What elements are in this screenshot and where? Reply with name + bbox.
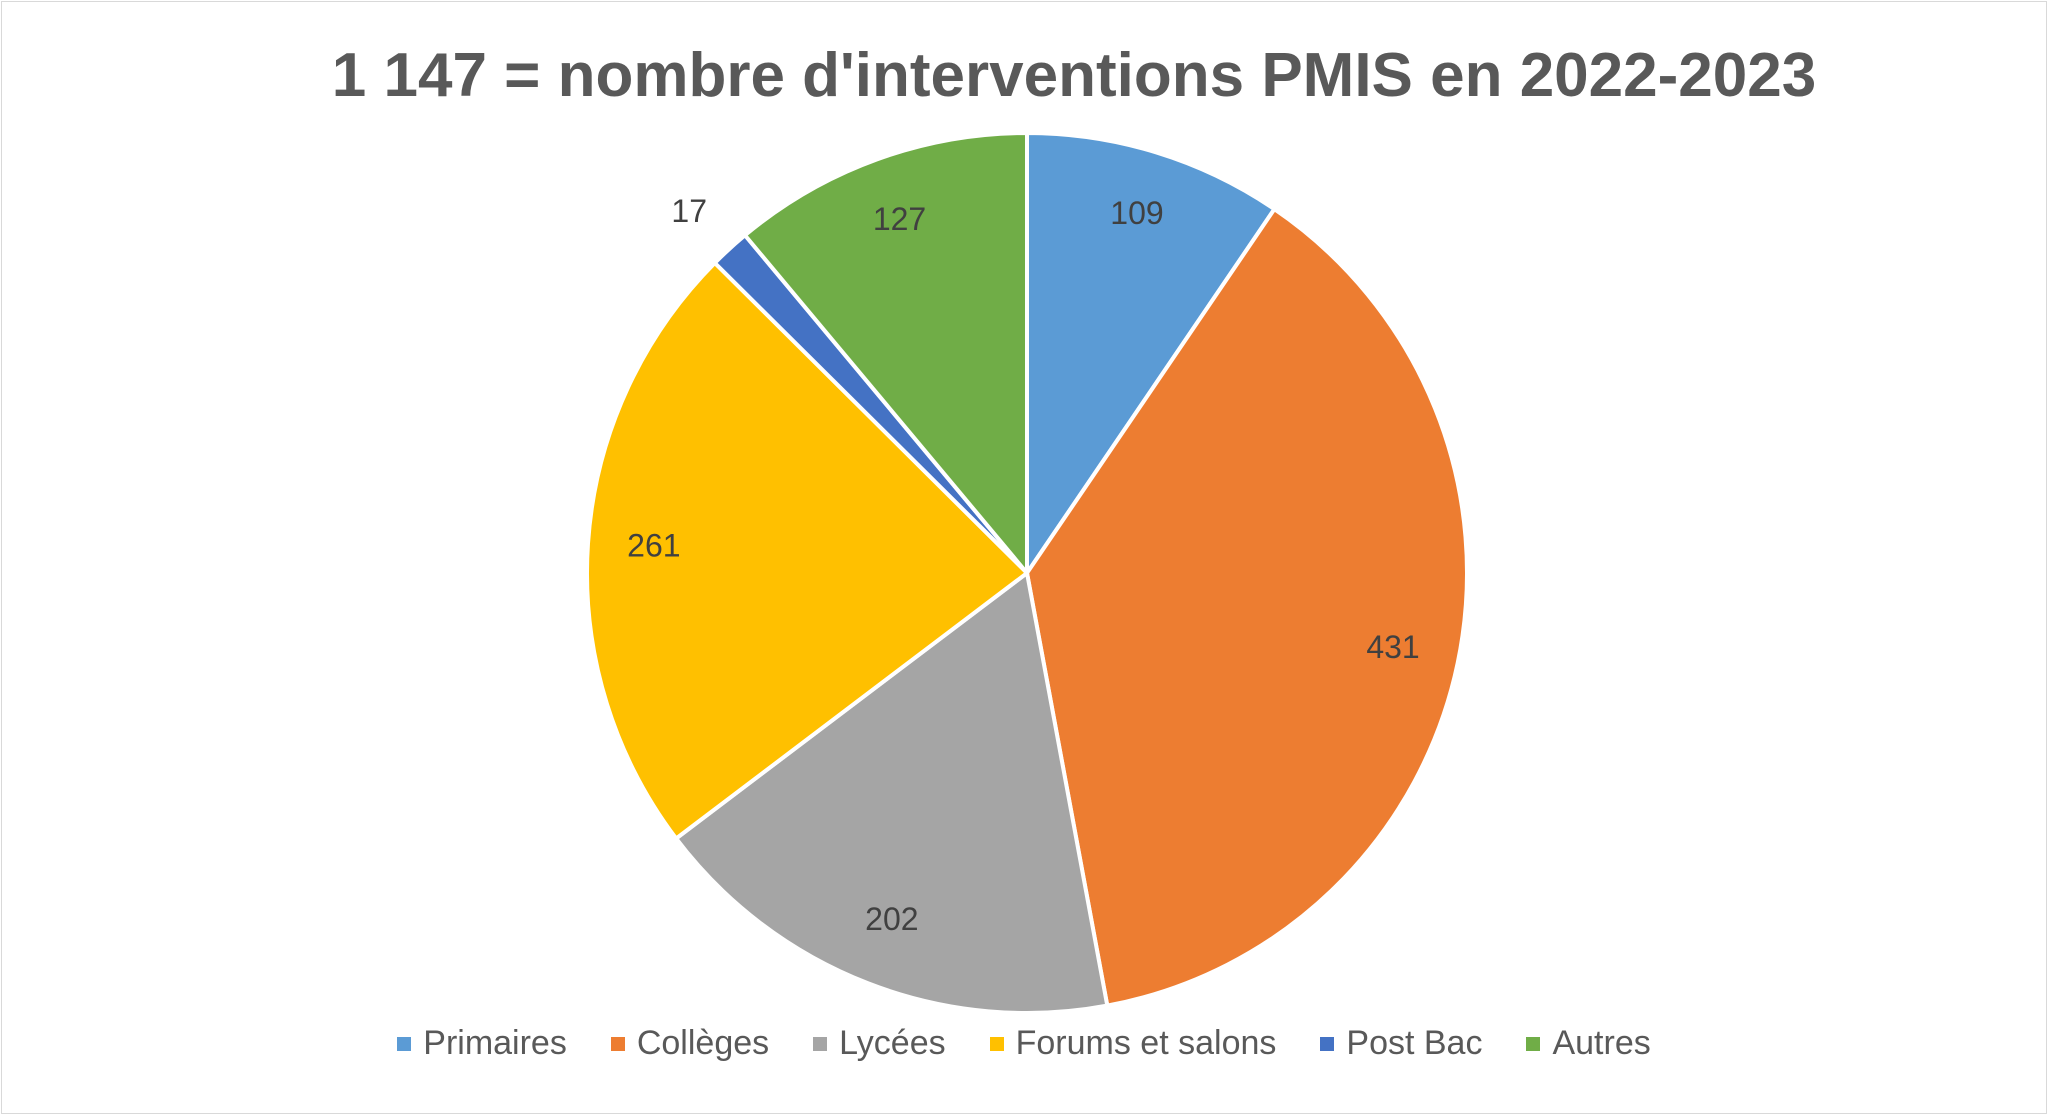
legend-item-coll-ges: Collèges bbox=[610, 1024, 770, 1063]
legend-label-lyc-es: Lycées bbox=[839, 1024, 946, 1062]
data-labels: 109 431 202 261 17 127 bbox=[627, 193, 1420, 937]
pie-slice-lyc-es bbox=[674, 571, 1110, 1015]
legend-swatch-coll-ges bbox=[610, 1036, 625, 1051]
legend-label-coll-ges: Collèges bbox=[636, 1024, 770, 1062]
pie-slice-autres bbox=[742, 131, 1029, 575]
chart-title: 1 147 = nombre d'interventions PMIS en 2… bbox=[331, 41, 1817, 110]
legend-swatch-lyc-es bbox=[813, 1036, 828, 1051]
legend-label-autres: Autres bbox=[1552, 1024, 1651, 1062]
data-label-forums-et-salons: 261 bbox=[627, 527, 680, 563]
legend-label-forums-et-salons: Forums et salons bbox=[1015, 1024, 1277, 1062]
legend-swatch-autres bbox=[1526, 1036, 1541, 1051]
data-label-lyc-es: 202 bbox=[865, 901, 918, 937]
legend-label-post-bac: Post Bac bbox=[1346, 1024, 1483, 1062]
data-label-primaires: 109 bbox=[1110, 195, 1163, 231]
chart-legend: Primaires Collèges Lycées Forums et salons P… bbox=[0, 1024, 2048, 1063]
pie-slice-primaires bbox=[1025, 131, 1277, 575]
legend-swatch-post-bac bbox=[1320, 1036, 1335, 1051]
legend-label-primaires: Primaires bbox=[423, 1024, 567, 1062]
data-label-autres: 127 bbox=[873, 201, 926, 237]
data-label-post-bac: 17 bbox=[671, 193, 707, 229]
legend-item-primaires: Primaires bbox=[397, 1024, 567, 1063]
pie-slices bbox=[585, 131, 1469, 1015]
legend-item-lyc-es: Lycées bbox=[813, 1024, 946, 1063]
pie-slice-coll-ges bbox=[1025, 207, 1469, 1008]
pie-slice-forums-et-salons bbox=[585, 260, 1029, 841]
data-label-coll-ges: 431 bbox=[1366, 629, 1419, 665]
legend-swatch-primaires bbox=[397, 1036, 412, 1051]
legend-swatch-forums-et-salons bbox=[989, 1036, 1004, 1051]
legend-item-post-bac: Post Bac bbox=[1320, 1024, 1482, 1063]
legend-item-autres: Autres bbox=[1526, 1024, 1651, 1063]
legend-item-forums-et-salons: Forums et salons bbox=[989, 1024, 1277, 1063]
